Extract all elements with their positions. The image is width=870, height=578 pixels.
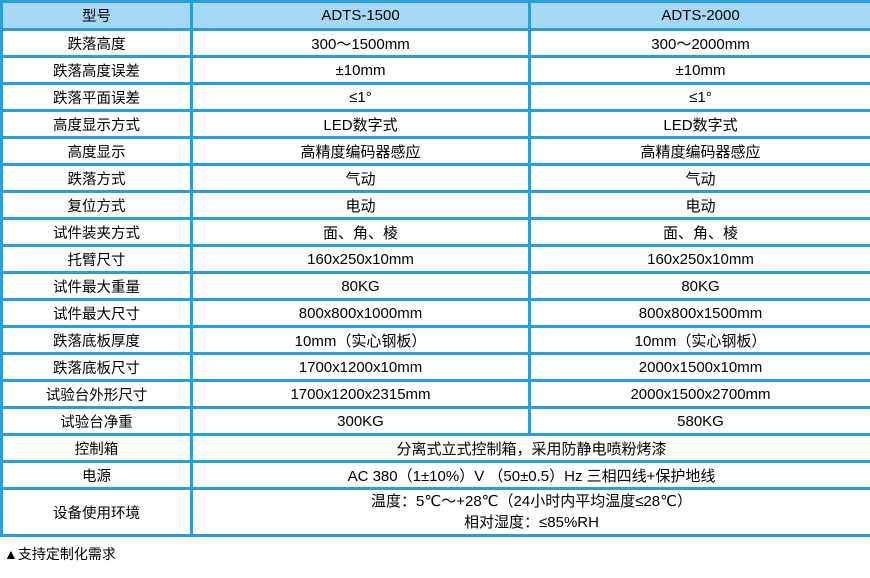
- table-row-net-weight: 试验台净重 300KG 580KG: [0, 406, 870, 436]
- cell-adts1500: 1700x1200x10mm: [190, 352, 531, 382]
- table-row-height-display: 高度显示 高精度编码器感应 高精度编码器感应: [0, 136, 870, 166]
- header-model-adts1500: ADTS-1500: [190, 0, 531, 31]
- cell-adts2000: 580KG: [528, 406, 870, 436]
- cell-adts1500: ±10mm: [190, 55, 531, 85]
- row-label: 高度显示: [0, 136, 193, 166]
- table-row-drop-mode: 跌落方式 气动 气动: [0, 163, 870, 193]
- row-label: 设备使用环境: [0, 487, 193, 537]
- table-row-max-size: 试件最大尺寸 800x800x1000mm 800x800x1500mm: [0, 298, 870, 328]
- table-header-row: 型号 ADTS-1500 ADTS-2000: [0, 0, 870, 31]
- spec-table: 型号 ADTS-1500 ADTS-2000 跌落高度 300～1500mm 3…: [0, 0, 870, 537]
- cell-adts2000: 电动: [528, 190, 870, 220]
- cell-adts2000: 80KG: [528, 271, 870, 301]
- cell-adts2000: LED数字式: [528, 109, 870, 139]
- table-row-base-thickness: 跌落底板厚度 10mm（实心钢板） 10mm（实心钢板）: [0, 325, 870, 355]
- cell-adts1500: 电动: [190, 190, 531, 220]
- cell-adts2000: ≤1°: [528, 82, 870, 112]
- row-label: 试件最大尺寸: [0, 298, 193, 328]
- cell-adts2000: 160x250x10mm: [528, 244, 870, 274]
- table-row-height-error: 跌落高度误差 ±10mm ±10mm: [0, 55, 870, 85]
- cell-merged-value: 分离式立式控制箱，采用防静电喷粉烤漆: [190, 433, 870, 463]
- cell-adts1500: 气动: [190, 163, 531, 193]
- cell-adts1500: 80KG: [190, 271, 531, 301]
- table-row-reset-mode: 复位方式 电动 电动: [0, 190, 870, 220]
- cell-adts2000: 800x800x1500mm: [528, 298, 870, 328]
- cell-adts1500: 10mm（实心钢板）: [190, 325, 531, 355]
- table-row-environment: 设备使用环境 温度：5℃～+28℃（24小时内平均温度≤28℃） 相对湿度：≤8…: [0, 487, 870, 537]
- table-row-drop-height: 跌落高度 300～1500mm 300～2000mm: [0, 28, 870, 58]
- cell-adts1500: LED数字式: [190, 109, 531, 139]
- environment-humidity-line: 相对湿度：≤85%RH: [464, 514, 599, 531]
- cell-merged-value: 温度：5℃～+28℃（24小时内平均温度≤28℃） 相对湿度：≤85%RH: [190, 487, 870, 537]
- cell-adts2000: 2000x1500x10mm: [528, 352, 870, 382]
- table-row-clamp-mode: 试件装夹方式 面、角、棱 面、角、棱: [0, 217, 870, 247]
- cell-adts2000: ±10mm: [528, 55, 870, 85]
- row-label: 试验台外形尺寸: [0, 379, 193, 409]
- header-model-adts2000: ADTS-2000: [528, 0, 870, 31]
- row-label: 跌落平面误差: [0, 82, 193, 112]
- row-label: 试验台净重: [0, 406, 193, 436]
- cell-adts2000: 面、角、棱: [528, 217, 870, 247]
- row-label: 电源: [0, 460, 193, 490]
- row-label: 托臂尺寸: [0, 244, 193, 274]
- cell-adts2000: 2000x1500x2700mm: [528, 379, 870, 409]
- environment-temperature-line: 温度：5℃～+28℃（24小时内平均温度≤28℃）: [371, 493, 692, 510]
- row-label: 高度显示方式: [0, 109, 193, 139]
- cell-adts1500: 面、角、棱: [190, 217, 531, 247]
- row-label: 试件装夹方式: [0, 217, 193, 247]
- cell-adts1500: 160x250x10mm: [190, 244, 531, 274]
- cell-adts2000: 300～2000mm: [528, 28, 870, 58]
- row-label: 复位方式: [0, 190, 193, 220]
- row-label: 跌落高度误差: [0, 55, 193, 85]
- table-row-outline-size: 试验台外形尺寸 1700x1200x2315mm 2000x1500x2700m…: [0, 379, 870, 409]
- row-label: 跌落方式: [0, 163, 193, 193]
- cell-adts1500: 300KG: [190, 406, 531, 436]
- table-row-arm-size: 托臂尺寸 160x250x10mm 160x250x10mm: [0, 244, 870, 274]
- header-model-label: 型号: [0, 0, 193, 31]
- cell-adts1500: 300～1500mm: [190, 28, 531, 58]
- cell-adts1500: 高精度编码器感应: [190, 136, 531, 166]
- row-label: 跌落底板尺寸: [0, 352, 193, 382]
- row-label: 跌落底板厚度: [0, 325, 193, 355]
- row-label: 试件最大重量: [0, 271, 193, 301]
- table-row-base-size: 跌落底板尺寸 1700x1200x10mm 2000x1500x10mm: [0, 352, 870, 382]
- row-label: 跌落高度: [0, 28, 193, 58]
- table-row-max-weight: 试件最大重量 80KG 80KG: [0, 271, 870, 301]
- cell-adts1500: 1700x1200x2315mm: [190, 379, 531, 409]
- cell-adts1500: ≤1°: [190, 82, 531, 112]
- table-row-height-display-mode: 高度显示方式 LED数字式 LED数字式: [0, 109, 870, 139]
- customization-note: ▲支持定制化需求: [4, 546, 116, 562]
- row-label: 控制箱: [0, 433, 193, 463]
- cell-merged-value: AC 380（1±10%）V （50±0.5）Hz 三相四线+保护地线: [190, 460, 870, 490]
- cell-adts2000: 高精度编码器感应: [528, 136, 870, 166]
- table-row-power: 电源 AC 380（1±10%）V （50±0.5）Hz 三相四线+保护地线: [0, 460, 870, 490]
- cell-adts1500: 800x800x1000mm: [190, 298, 531, 328]
- table-row-plane-error: 跌落平面误差 ≤1° ≤1°: [0, 82, 870, 112]
- cell-adts2000: 气动: [528, 163, 870, 193]
- cell-adts2000: 10mm（实心钢板）: [528, 325, 870, 355]
- table-row-control-box: 控制箱 分离式立式控制箱，采用防静电喷粉烤漆: [0, 433, 870, 463]
